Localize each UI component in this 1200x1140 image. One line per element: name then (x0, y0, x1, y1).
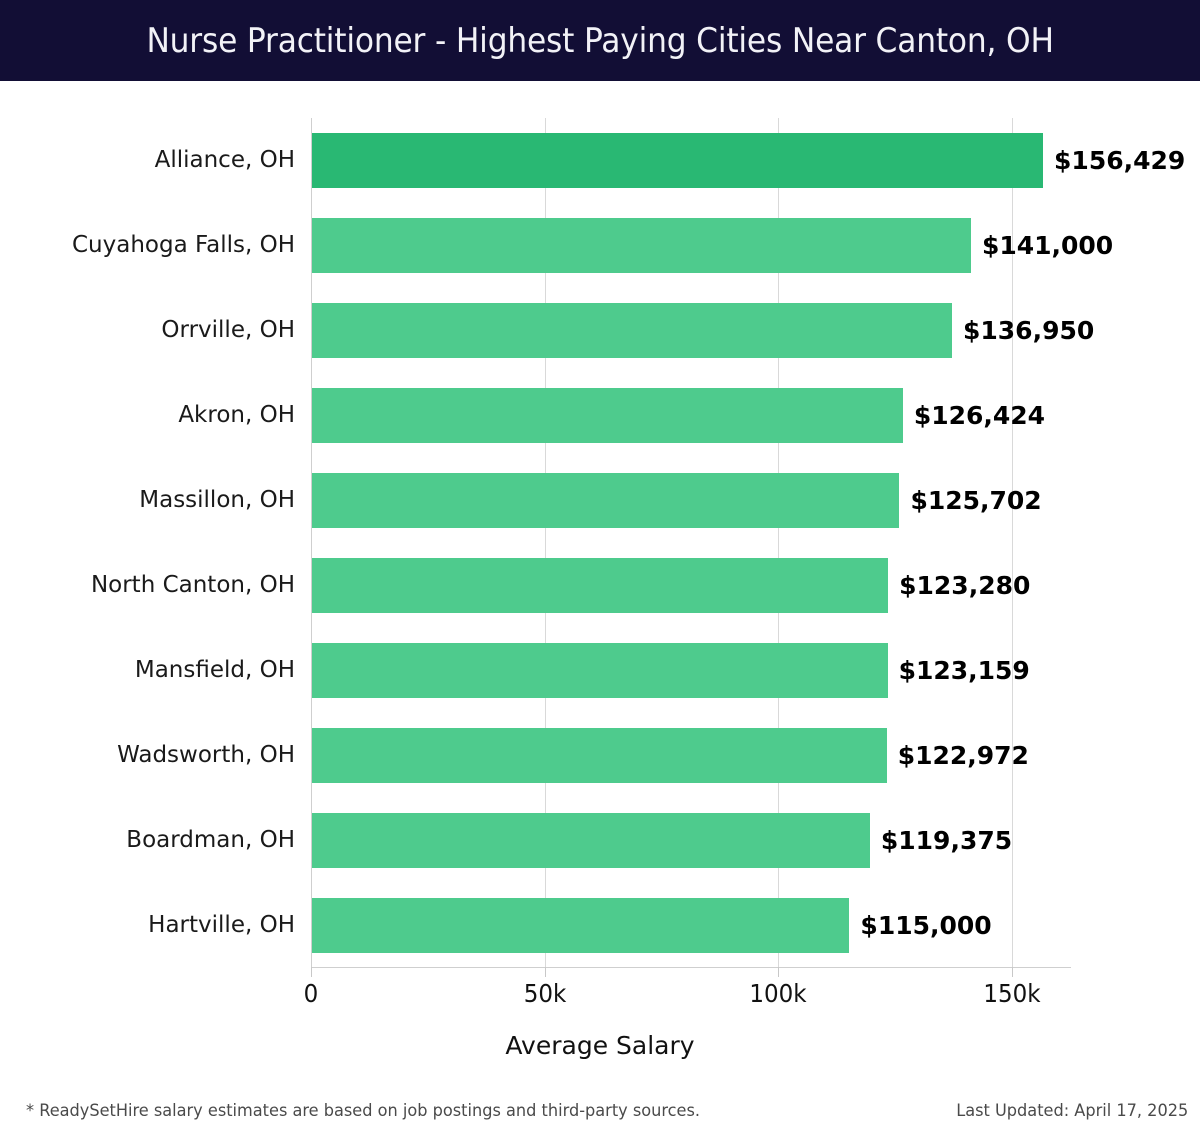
x-axis-title: Average Salary (505, 1031, 695, 1060)
bar (312, 643, 888, 698)
bar (312, 728, 887, 783)
category-label: North Canton, OH (90, 572, 295, 598)
x-axis-line (311, 967, 1071, 968)
bar-row: Hartville, OH $115,000 (0, 898, 1200, 953)
category-label: Massillon, OH (139, 487, 295, 513)
bar-value-label: $123,280 (899, 571, 1031, 600)
bar (312, 558, 889, 613)
bar-row: Boardman, OH $119,375 (0, 813, 1200, 868)
chart-plot-area: Alliance, OH $156,429 Cuyahoga Falls, OH $1… (0, 81, 1200, 1140)
bar-value-label: $126,424 (913, 401, 1046, 430)
bar-row: Akron, OH $126,424 (0, 388, 1200, 443)
x-axis-tick-label: 150k (983, 979, 1041, 1008)
bar-row: Orrville, OH $136,950 (0, 303, 1200, 358)
bar (312, 133, 1044, 188)
bar-row: Mansfield, OH $123,159 (0, 643, 1200, 698)
bar-value-label: $115,000 (860, 911, 992, 940)
category-label: Orrville, OH (161, 317, 295, 343)
bar-row: Alliance, OH $156,429 (0, 133, 1200, 188)
x-axis-tick (544, 967, 546, 977)
x-axis-tick-label: 0 (303, 979, 319, 1008)
category-label: Alliance, OH (154, 147, 295, 173)
bar-row: North Canton, OH $123,280 (0, 558, 1200, 613)
y-axis-line (311, 118, 312, 967)
chart-header-bar: Nurse Practitioner - Highest Paying Citi… (0, 0, 1200, 81)
bar (312, 388, 903, 443)
footer-last-updated: Last Updated: April 17, 2025 (955, 1101, 1188, 1121)
bar-row: Cuyahoga Falls, OH $141,000 (0, 218, 1200, 273)
bar (312, 303, 952, 358)
bar-value-label: $141,000 (981, 231, 1114, 260)
category-label: Cuyahoga Falls, OH (72, 232, 295, 258)
bar-value-label: $156,429 (1054, 146, 1186, 175)
bar-value-label: $119,375 (880, 826, 1013, 855)
bar (312, 813, 870, 868)
bar-value-label: $123,159 (898, 656, 1030, 685)
x-axis-tick-label: 100k (749, 979, 807, 1008)
bar-value-label: $136,950 (963, 316, 1095, 345)
bar-value-label: $122,972 (897, 741, 1029, 770)
category-label: Boardman, OH (126, 827, 295, 853)
category-label: Wadsworth, OH (117, 742, 295, 768)
x-axis-tick (1012, 967, 1013, 977)
category-label: Hartville, OH (148, 912, 295, 938)
category-label: Akron, OH (178, 402, 295, 428)
x-axis-tick (778, 967, 780, 977)
bar (312, 898, 850, 953)
x-axis-tick-label: 50k (523, 979, 566, 1008)
gridline (544, 118, 546, 967)
x-axis-tick (311, 967, 312, 977)
gridline (778, 118, 780, 967)
bar (312, 218, 971, 273)
gridline (1012, 118, 1013, 967)
bar-row: Wadsworth, OH $122,972 (0, 728, 1200, 783)
bar (312, 473, 900, 528)
bar-row: Massillon, OH $125,702 (0, 473, 1200, 528)
footer-disclaimer: * ReadySetHire salary estimates are base… (26, 1101, 701, 1121)
page-title: Nurse Practitioner - Highest Paying Citi… (146, 20, 1054, 61)
footer: * ReadySetHire salary estimates are base… (0, 1088, 1200, 1140)
bar-value-label: $125,702 (910, 486, 1042, 515)
category-label: Mansfield, OH (134, 657, 295, 683)
